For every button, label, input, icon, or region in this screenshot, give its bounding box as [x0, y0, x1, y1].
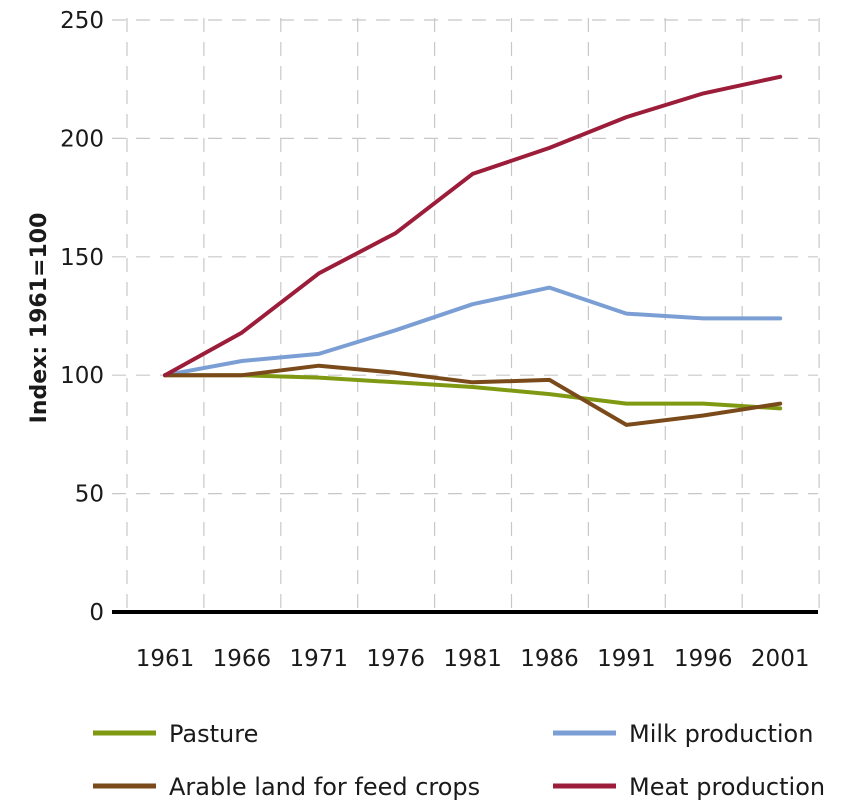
- y-axis-label: Index: 1961=100: [27, 213, 52, 424]
- x-tick-label: 1986: [520, 646, 579, 672]
- legend-item: Milk production: [553, 720, 813, 748]
- legend-label: Milk production: [629, 720, 813, 748]
- legend-item: Arable land for feed crops: [93, 773, 480, 801]
- legend-item: Pasture: [93, 720, 258, 748]
- series-line-pasture: [163, 373, 783, 411]
- x-tick-label: 1981: [443, 646, 502, 672]
- x-tick-label: 1976: [366, 646, 425, 672]
- y-tick-label: 200: [60, 126, 104, 152]
- x-tick-label: 1996: [674, 646, 733, 672]
- y-tick-label: 50: [75, 482, 104, 508]
- x-tick-label: 1961: [136, 646, 195, 672]
- x-tick-label: 1966: [213, 646, 272, 672]
- x-tick-label: 1971: [290, 646, 349, 672]
- x-tick-label: 2001: [751, 646, 810, 672]
- y-axis-ticks: 0 50 100 150 200 250: [60, 8, 104, 626]
- gridlines: [112, 18, 820, 612]
- y-tick-label: 0: [89, 600, 104, 626]
- y-tick-label: 250: [60, 8, 104, 34]
- legend-item: Meat production: [553, 773, 825, 801]
- y-tick-label: 100: [60, 363, 104, 389]
- series-line-meat-production: [163, 74, 783, 378]
- legend: Pasture Milk production Arable land for fe…: [93, 720, 825, 801]
- x-tick-label: 1991: [597, 646, 656, 672]
- series-line-arable-land-for-feed-crops: [163, 363, 783, 427]
- series-lines: [163, 74, 783, 427]
- legend-label: Arable land for feed crops: [169, 773, 480, 801]
- series-line-milk-production: [163, 285, 783, 378]
- legend-label: Meat production: [629, 773, 825, 801]
- x-axis-ticks: 1961 1966 1971 1976 1981 1986 1991 1996 2001: [136, 646, 810, 672]
- legend-label: Pasture: [169, 720, 258, 748]
- y-tick-label: 150: [60, 245, 104, 271]
